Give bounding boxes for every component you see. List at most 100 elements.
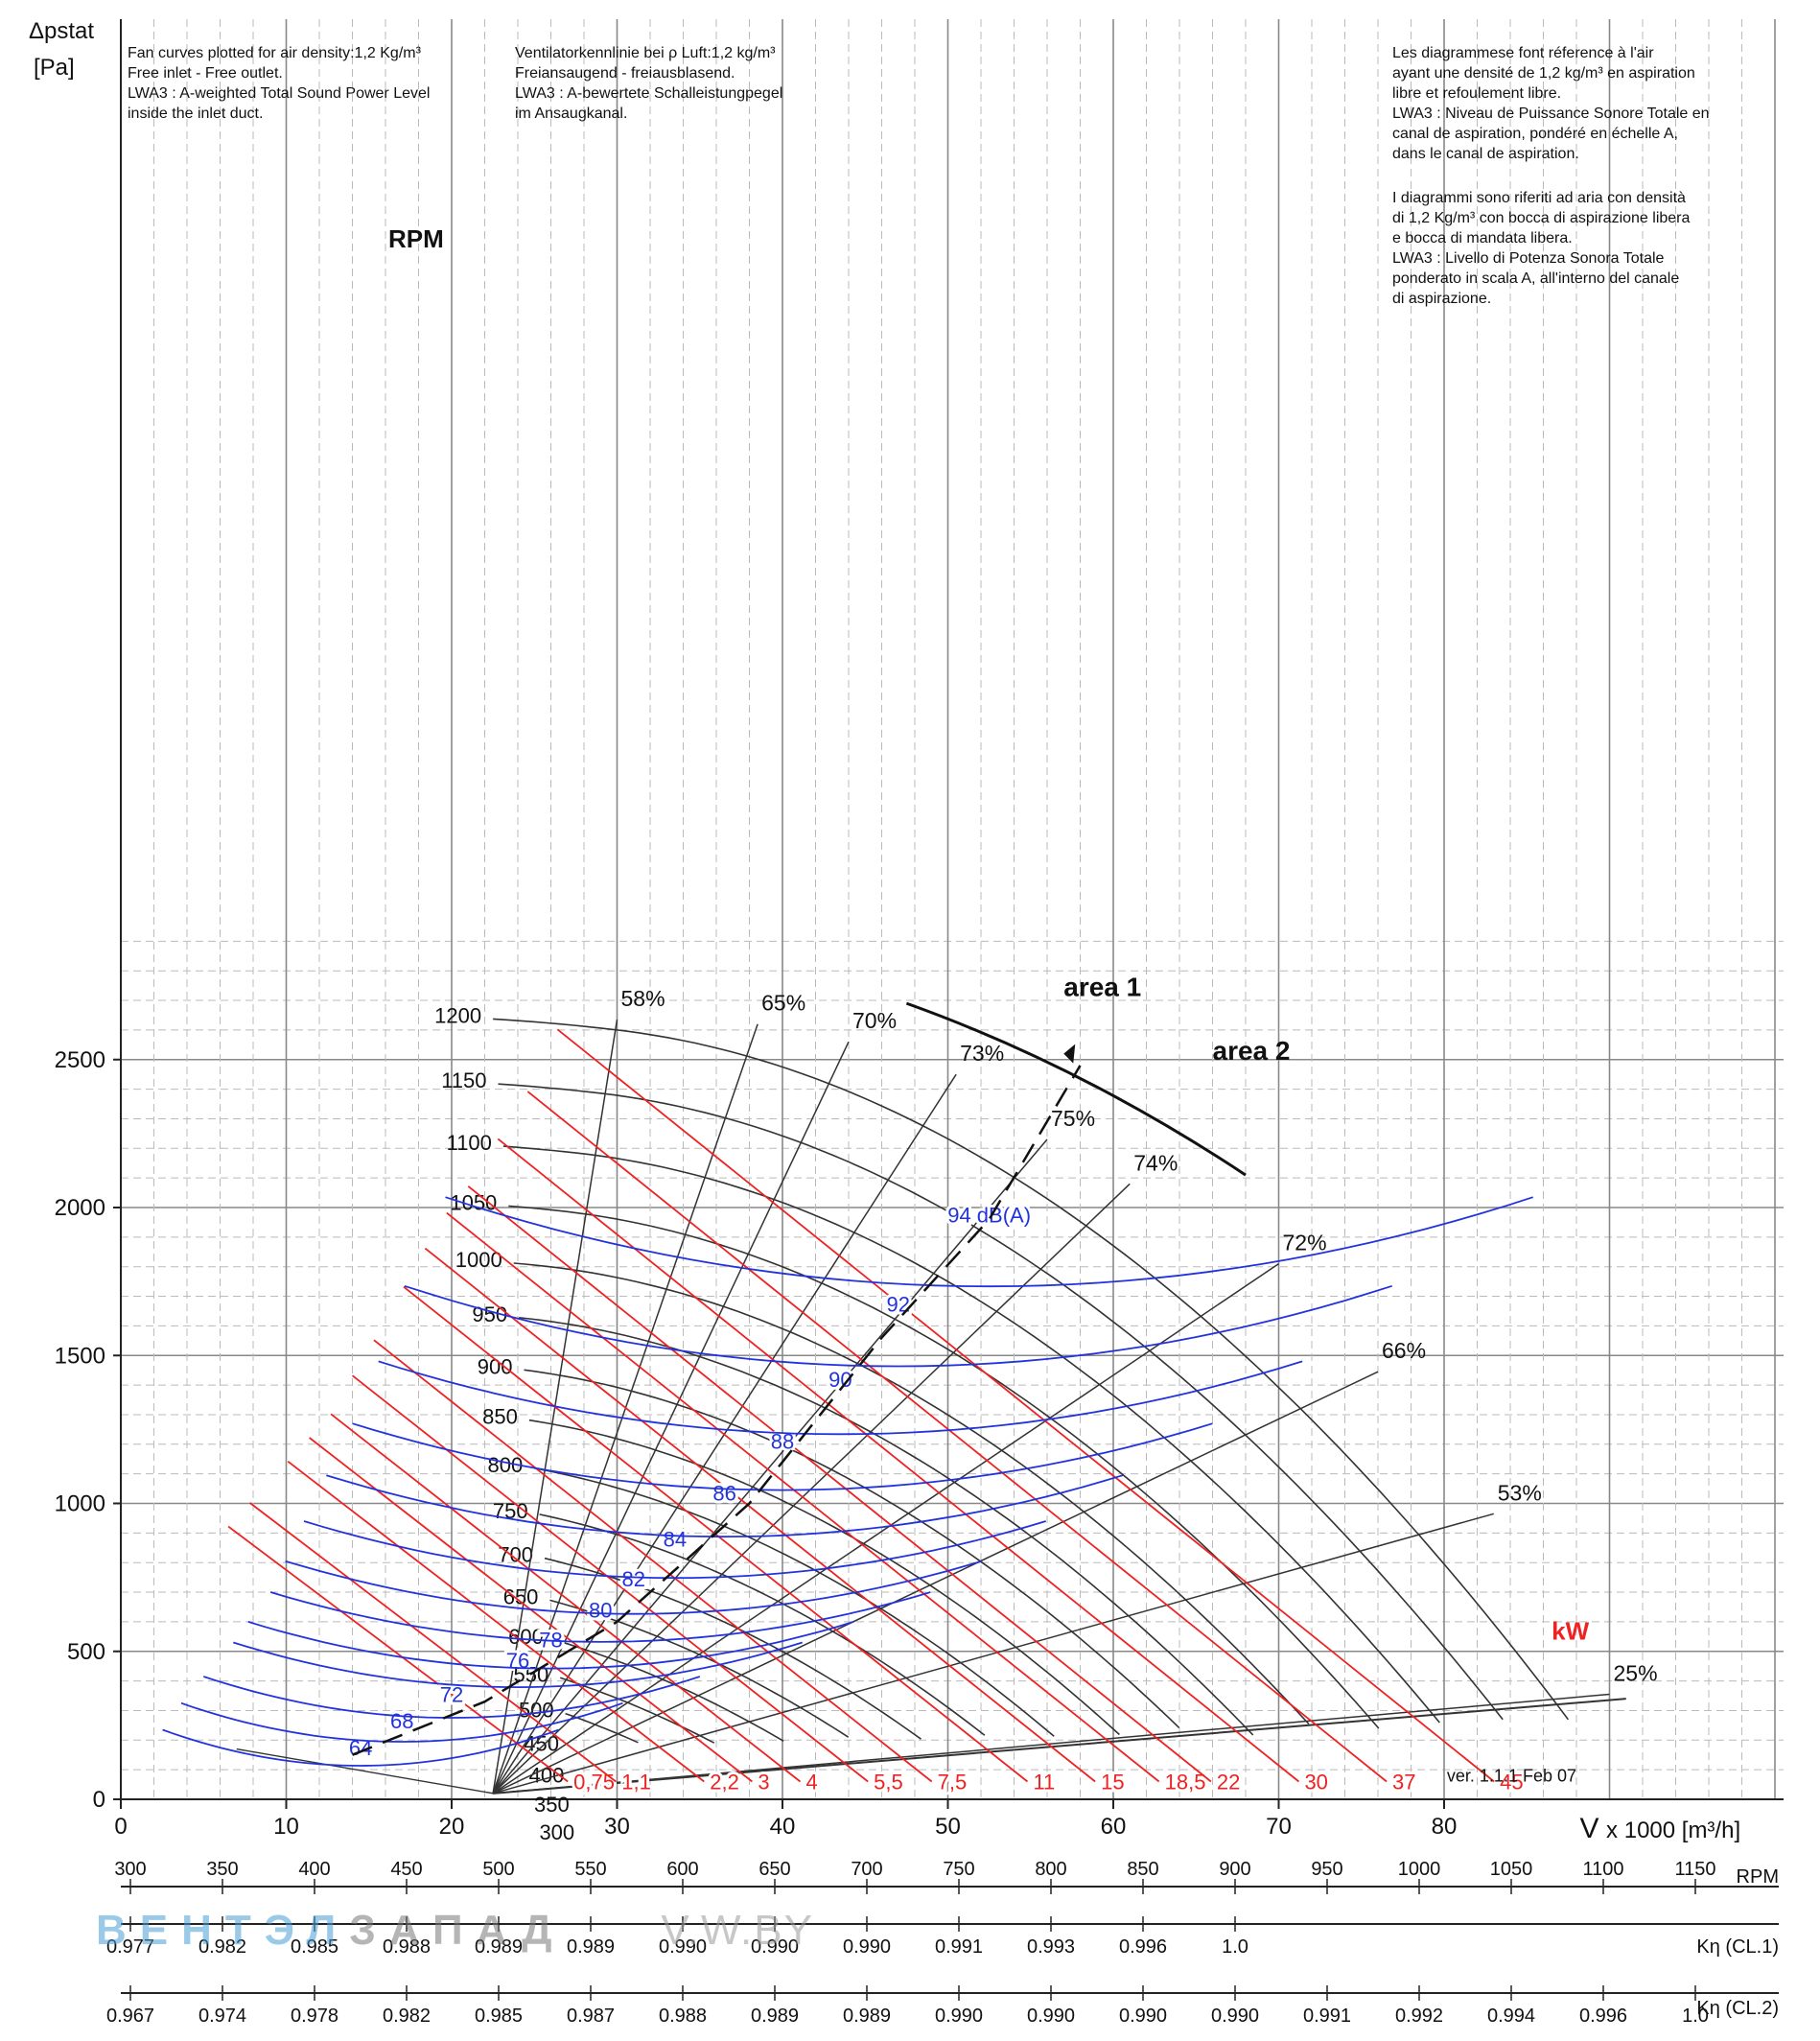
rpm-curve-950 [519,1317,1254,1736]
efficiency-line [492,1183,1131,1795]
power-line [424,1247,1096,1783]
area-arrow-head [1063,1044,1076,1064]
y-axis-label: Δpstat [29,18,94,44]
rpm-curve-700 [544,1557,922,1740]
sound-level-curve [247,1621,854,1670]
k-cl2-value: 0.988 [659,2006,707,2027]
sound-level-curve [285,1560,983,1615]
k-cl1-value: 0.993 [1027,1936,1075,1958]
rpm-curve-label: 850 [482,1405,518,1429]
power-line [556,1028,1495,1783]
sound-level-label: 72 [440,1682,463,1706]
sound-level-curve [326,1474,1124,1538]
k-cl2-value: 0.982 [383,2006,431,2027]
power-lines: 0,75 1,1 2,2 3 4 5,5 7,5 11 15 18,5 22 30 37 45 kW [227,1028,1590,1796]
k-cl2-value: 0.992 [1395,2006,1443,2027]
sound-level-curve [180,1701,623,1743]
k-cl1-value: 0.985 [291,1936,338,1958]
rpm-scale-value: 900 [1219,1859,1250,1880]
watermark-part-1: ВЕНТЭЛ [96,1907,350,1954]
note-it-line: I diagrammi sono riferiti ad aria con de… [1392,190,1686,206]
k-cl1-value: 0.989 [475,1936,523,1958]
operating-range-boundary-left [236,1748,494,1795]
sound-level-label: 80 [589,1599,612,1623]
note-fr-line: ayant une densité de 1,2 kg/m³ en aspira… [1392,65,1695,82]
y-tick-label: 1500 [55,1343,105,1369]
k-cl2-value: 0.989 [843,2006,891,2027]
power-line-label: 4 [805,1770,817,1794]
watermark-url: V.W.BY [661,1907,814,1954]
note-italian: I diagrammi sono riferiti ad aria con de… [1392,188,1690,309]
y-tick-label: 0 [93,1787,105,1813]
note-fr-line: Les diagrammese font réference à l'air [1392,45,1654,61]
sound-level-curve [203,1676,701,1719]
efficiency-label: 74% [1133,1150,1178,1175]
efficiency-label: 53% [1498,1480,1542,1505]
power-line [351,1374,869,1783]
rpm-curve-1000 [513,1262,1310,1725]
k-cl2-value: 0.985 [475,2006,523,2027]
sound-level-label: 82 [622,1567,645,1591]
k-cl1-value: 0.989 [567,1936,615,1958]
k-cl2-value: 0.990 [1211,2006,1259,2027]
note-de-line: im Ansaugkanal. [515,106,628,122]
rpm-scale-value: 700 [851,1859,882,1880]
power-line [287,1460,705,1783]
rpm-scale-value: 1050 [1490,1859,1533,1880]
y-axis-unit: [Pa] [34,55,75,81]
k-cl2-value: 0.987 [567,2006,615,2027]
k-cl2-value: 0.967 [106,2006,154,2027]
operating-range-boundary [493,1698,1626,1795]
k-cl1-value: 0.982 [198,1936,246,1958]
rpm-scale-value: 1150 [1674,1859,1715,1880]
power-line-label: 3 [758,1770,769,1794]
note-en-line: Free inlet - Free outlet. [128,65,283,82]
rpm-scale-value: 1100 [1582,1859,1623,1880]
x-tick-label: 50 [935,1814,961,1840]
k-cl1-label: Kη (CL.1) [1696,1936,1779,1958]
rpm-curve-750 [539,1513,986,1736]
y-tick-label: 2500 [55,1047,105,1073]
sound-level-curve [269,1591,931,1643]
sound-level-curve [303,1520,1046,1580]
k-cl2-value: 0.978 [291,2006,338,2027]
area-boundary-arc [905,1001,1247,1177]
note-en-line: inside the inlet duct. [128,106,264,122]
rpm-curve-900 [524,1369,1180,1728]
note-fr-line: libre et refoulement libre. [1392,85,1562,102]
efficiency-label: 75% [1051,1106,1095,1131]
power-line-label: 2,2 [710,1770,739,1794]
power-line-label: 18,5 [1165,1770,1206,1794]
x-axis-label: x 1000 [m³/h] [1606,1818,1740,1843]
rpm-scale-value: 300 [114,1859,146,1880]
rpm-curve-label: 650 [503,1584,539,1608]
k-cl2-value: 0.990 [1027,2006,1075,2027]
power-line-label: 0,75 [573,1770,615,1794]
note-it-line: LWA3 : Livello di Potenza Sonora Totale [1392,250,1665,267]
rpm-curve-1150 [498,1083,1504,1721]
rpm-scale-value: 800 [1035,1859,1066,1880]
rpm-scale-value: 550 [574,1859,606,1880]
rpm-curve-1100 [502,1145,1440,1724]
rpm-curve-label: 1200 [434,1003,481,1027]
efficiency-line [493,1693,1610,1795]
grid-layer: 0 10 20 30 40 50 60 70 80 0 500 1000 1500 2000 2500 Δps… [29,18,1784,1844]
rpm-scale-value: 950 [1311,1859,1342,1880]
efficiency-line [492,1262,1279,1795]
y-tick-label: 500 [67,1639,105,1665]
rpm-curves: 3003504004505005506006507007508008509009… [236,224,1626,1844]
power-line [467,1185,1212,1783]
rpm-curve-1050 [508,1205,1380,1729]
rpm-title: RPM [388,224,444,253]
k-cl1-value: 0.990 [751,1936,799,1958]
power-line-label: 45 [1500,1770,1523,1794]
power-line-label: 11 [1033,1770,1055,1794]
x-tick-label: 80 [1432,1814,1458,1840]
rpm-scale-value: 500 [482,1859,514,1880]
sound-level-label: 68 [390,1709,413,1733]
efficiency-label: 58% [621,986,665,1011]
efficiency-label: 65% [761,991,805,1016]
rpm-scale-value: 750 [943,1859,974,1880]
k-cl2-value: 0.994 [1487,2006,1535,2027]
